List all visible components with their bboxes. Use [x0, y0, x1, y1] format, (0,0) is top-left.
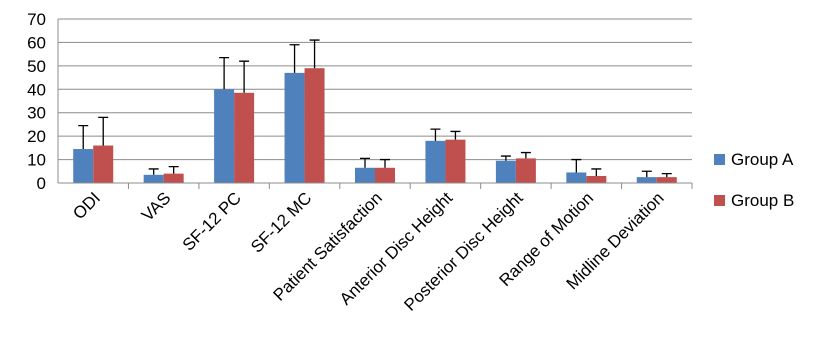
gridlines	[58, 18, 692, 161]
bar-group-a	[566, 172, 587, 183]
error-bar	[571, 158, 582, 173]
bar-group-b	[93, 145, 114, 183]
legend-swatch-group-b	[714, 195, 725, 206]
error-bar	[430, 128, 441, 141]
x-category-label: SF-12 MC	[247, 188, 315, 256]
error-bar	[591, 168, 602, 176]
bar-group-a	[143, 174, 164, 183]
legend: Group A Group B	[714, 150, 794, 210]
y-axis-tick-labels: 0 10 20 30 40 50 60 70	[27, 10, 46, 193]
bars	[73, 68, 677, 183]
bar-group-a	[636, 177, 657, 183]
y-tick-label: 0	[37, 174, 46, 193]
x-category-label: Posterior Disc Height	[400, 188, 527, 315]
bar-group-a	[425, 140, 446, 183]
bar-group-b	[656, 177, 677, 183]
error-bar	[641, 170, 652, 178]
x-category-label: VAS	[138, 188, 175, 225]
bar-group-b	[234, 92, 255, 183]
error-bar	[148, 168, 159, 175]
bar-group-a	[73, 149, 94, 183]
legend-label-group-a: Group A	[731, 150, 794, 169]
bar-group-a	[284, 72, 305, 183]
legend-swatch-group-a	[714, 154, 725, 165]
bar-group-b	[445, 139, 466, 183]
y-tick-label: 10	[27, 151, 46, 170]
bar-group-b	[375, 167, 395, 183]
error-bar	[360, 157, 370, 168]
bar-group-b	[304, 68, 325, 183]
bar-group-b	[586, 175, 607, 183]
bar-group-b	[515, 158, 536, 183]
y-tick-label: 30	[27, 104, 46, 123]
error-bar	[380, 158, 390, 168]
y-tick-label: 40	[27, 80, 46, 99]
error-bar	[98, 116, 109, 146]
error-bar	[450, 130, 461, 140]
error-bar	[239, 60, 250, 93]
x-category-label: SF-12 PC	[179, 188, 245, 254]
bar-group-a	[495, 160, 516, 183]
error-bar	[219, 57, 230, 90]
error-bar	[168, 165, 179, 174]
legend-label-group-b: Group B	[731, 191, 794, 210]
x-category-label: ODI	[69, 188, 104, 223]
error-bar	[500, 155, 511, 161]
error-bars	[78, 39, 672, 178]
error-bar	[661, 172, 672, 178]
bar-group-b	[163, 173, 184, 183]
error-bar	[78, 124, 89, 150]
error-bar	[520, 151, 531, 159]
error-bar	[289, 44, 300, 73]
y-tick-label: 50	[27, 57, 46, 76]
bar-group-a	[214, 89, 235, 183]
y-tick-label: 60	[27, 33, 46, 52]
error-bar	[309, 39, 320, 69]
y-tick-label: 20	[27, 127, 46, 146]
bar-group-a	[355, 167, 375, 183]
y-tick-label: 70	[27, 10, 46, 29]
